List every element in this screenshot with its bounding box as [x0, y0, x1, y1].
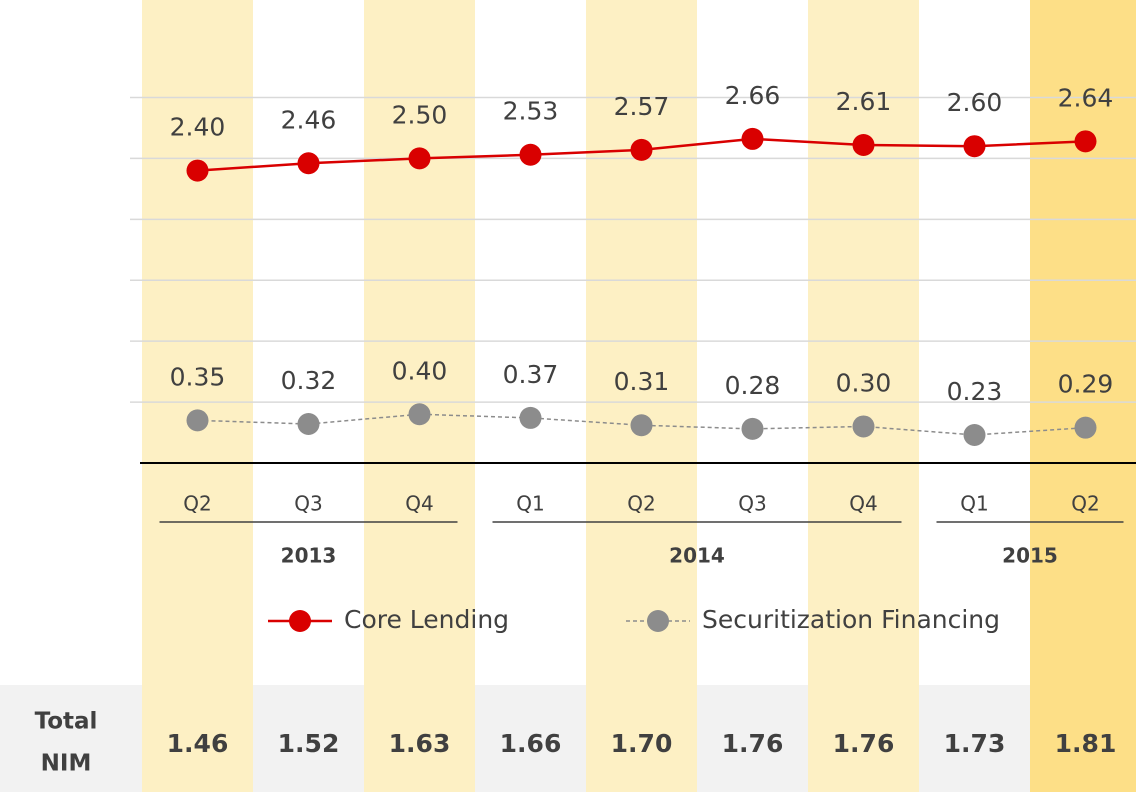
legend-label: Core Lending: [344, 605, 509, 634]
series-marker: [408, 403, 431, 426]
group-label: 2013: [281, 544, 337, 568]
series-marker: [963, 423, 986, 446]
data-label: 0.29: [1058, 370, 1114, 399]
total-nim-value: 1.52: [278, 729, 340, 758]
data-label: 2.57: [614, 92, 670, 121]
data-label: 2.64: [1058, 83, 1114, 112]
series-marker: [297, 152, 320, 175]
data-label: 0.32: [281, 366, 337, 395]
total-nim-value: 1.76: [722, 729, 784, 758]
series-marker: [519, 406, 542, 429]
data-label: 2.66: [725, 81, 781, 110]
series-marker: [408, 147, 431, 170]
series-marker: [741, 127, 764, 150]
series-marker: [630, 138, 653, 161]
x-tick-label: Q4: [849, 492, 877, 516]
total-nim-value: 1.76: [833, 729, 895, 758]
series-marker: [852, 415, 875, 438]
data-label: 0.37: [503, 360, 559, 389]
x-tick-label: Q3: [294, 492, 322, 516]
x-tick-label: Q1: [960, 492, 988, 516]
series-marker: [963, 135, 986, 158]
group-label: 2014: [669, 544, 725, 568]
data-label: 0.30: [836, 368, 892, 397]
x-tick-label: Q1: [516, 492, 544, 516]
column-band: [364, 0, 475, 792]
x-tick-label: Q2: [627, 492, 655, 516]
series-marker: [741, 417, 764, 440]
row-label: Total: [35, 709, 98, 735]
x-tick-label: Q2: [1071, 492, 1099, 516]
column-band: [142, 0, 253, 792]
series-marker: [519, 143, 542, 166]
x-tick-label: Q2: [183, 492, 211, 516]
total-nim-value: 1.46: [167, 729, 229, 758]
data-label: 2.53: [503, 97, 559, 126]
legend-marker: [289, 610, 311, 632]
data-label: 0.23: [947, 377, 1003, 406]
x-tick-label: Q4: [405, 492, 433, 516]
series-marker: [630, 414, 653, 437]
series-marker: [1074, 416, 1097, 439]
series-marker: [297, 413, 320, 436]
total-nim-value: 1.63: [389, 729, 451, 758]
data-label: 2.40: [170, 113, 226, 142]
data-label: 0.40: [392, 356, 448, 385]
series-marker: [1074, 130, 1097, 153]
series-marker: [186, 159, 209, 182]
series-marker: [852, 133, 875, 156]
data-label: 2.60: [947, 88, 1003, 117]
group-label: 2015: [1002, 544, 1058, 568]
data-label: 2.61: [836, 87, 892, 116]
x-tick-label: Q3: [738, 492, 766, 516]
total-nim-value: 1.81: [1055, 729, 1117, 758]
row-label: NIM: [41, 751, 92, 777]
data-label: 2.46: [281, 105, 337, 134]
legend-marker: [647, 610, 669, 632]
legend-label: Securitization Financing: [702, 605, 1000, 634]
data-label: 2.50: [392, 100, 448, 129]
column-band: [586, 0, 697, 792]
total-nim-value: 1.66: [500, 729, 562, 758]
data-label: 0.35: [170, 362, 226, 391]
column-band: [808, 0, 919, 792]
total-nim-value: 1.70: [611, 729, 673, 758]
total-nim-value: 1.73: [944, 729, 1006, 758]
series-marker: [186, 409, 209, 432]
data-label: 0.31: [614, 367, 670, 396]
data-label: 0.28: [725, 371, 781, 400]
